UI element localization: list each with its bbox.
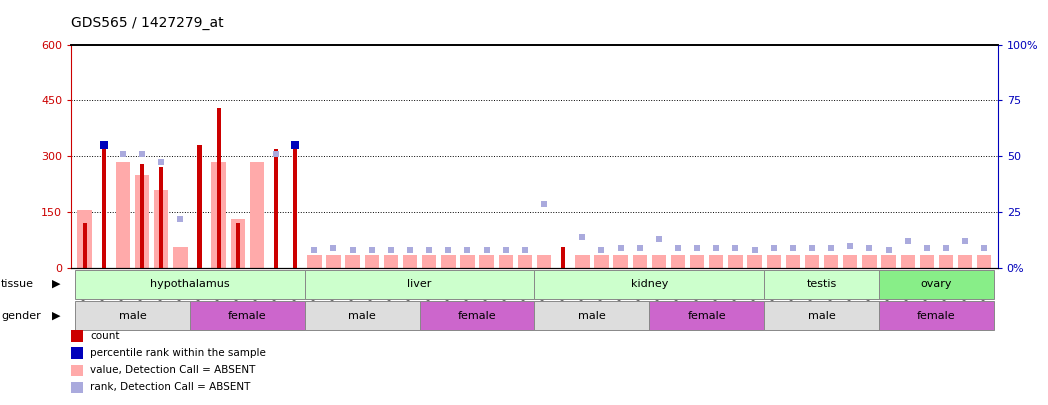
Bar — [305, 270, 534, 299]
Text: male: male — [578, 311, 606, 321]
Bar — [212, 162, 225, 268]
Bar — [75, 270, 305, 299]
Bar — [534, 270, 764, 299]
Bar — [786, 255, 800, 268]
Bar — [671, 255, 685, 268]
Text: hypothalamus: hypothalamus — [150, 279, 230, 289]
Bar — [690, 255, 704, 268]
Bar — [728, 255, 743, 268]
Bar — [307, 255, 322, 268]
Bar — [249, 162, 264, 268]
Text: female: female — [917, 311, 956, 321]
Bar — [293, 149, 298, 268]
Bar — [236, 223, 240, 268]
Bar — [977, 255, 991, 268]
Text: female: female — [458, 311, 497, 321]
Bar — [441, 255, 456, 268]
Bar — [274, 149, 278, 268]
Bar — [115, 162, 130, 268]
Bar — [217, 108, 221, 268]
Bar — [764, 270, 879, 299]
Bar — [633, 255, 647, 268]
Bar — [135, 175, 149, 268]
Bar — [709, 255, 723, 268]
Bar — [594, 255, 609, 268]
Bar — [824, 255, 838, 268]
Bar — [83, 223, 87, 268]
Bar — [460, 255, 475, 268]
Text: gender: gender — [1, 311, 41, 321]
Bar — [159, 167, 163, 268]
Bar — [140, 164, 145, 268]
Bar — [419, 301, 534, 330]
Bar — [881, 255, 896, 268]
Bar — [499, 255, 512, 268]
Bar — [747, 255, 762, 268]
Text: value, Detection Call = ABSENT: value, Detection Call = ABSENT — [90, 365, 256, 375]
Bar — [652, 255, 667, 268]
Bar — [920, 255, 934, 268]
Text: count: count — [90, 331, 119, 341]
Text: female: female — [687, 311, 726, 321]
Text: kidney: kidney — [631, 279, 668, 289]
Bar — [190, 301, 305, 330]
Text: ▶: ▶ — [52, 311, 61, 321]
Bar — [78, 210, 92, 268]
Bar — [402, 255, 417, 268]
Bar — [75, 301, 190, 330]
Bar — [879, 301, 994, 330]
Text: percentile rank within the sample: percentile rank within the sample — [90, 348, 266, 358]
Bar — [939, 255, 954, 268]
Bar — [613, 255, 628, 268]
Bar — [231, 220, 245, 268]
Bar — [154, 190, 169, 268]
Bar — [384, 255, 398, 268]
Text: liver: liver — [408, 279, 432, 289]
Bar — [326, 255, 341, 268]
Bar — [650, 301, 764, 330]
Bar — [844, 255, 857, 268]
Bar — [958, 255, 973, 268]
Bar — [575, 255, 590, 268]
Bar — [346, 255, 359, 268]
Text: male: male — [808, 311, 835, 321]
Bar — [863, 255, 876, 268]
Bar — [479, 255, 494, 268]
Bar — [365, 255, 379, 268]
Text: male: male — [118, 311, 147, 321]
Bar — [197, 145, 201, 268]
Bar — [537, 255, 551, 268]
Bar — [422, 255, 436, 268]
Text: ovary: ovary — [921, 279, 953, 289]
Bar — [102, 145, 106, 268]
Bar — [561, 247, 565, 268]
Text: male: male — [348, 311, 376, 321]
Bar — [764, 301, 879, 330]
Bar — [900, 255, 915, 268]
Text: tissue: tissue — [1, 279, 34, 289]
Text: ▶: ▶ — [52, 279, 61, 289]
Bar — [879, 270, 994, 299]
Bar — [766, 255, 781, 268]
Text: GDS565 / 1427279_at: GDS565 / 1427279_at — [71, 16, 224, 30]
Bar — [518, 255, 532, 268]
Bar — [534, 301, 650, 330]
Text: rank, Detection Call = ABSENT: rank, Detection Call = ABSENT — [90, 382, 250, 392]
Bar — [173, 247, 188, 268]
Bar — [305, 301, 419, 330]
Bar — [805, 255, 820, 268]
Text: female: female — [228, 311, 266, 321]
Text: testis: testis — [807, 279, 836, 289]
